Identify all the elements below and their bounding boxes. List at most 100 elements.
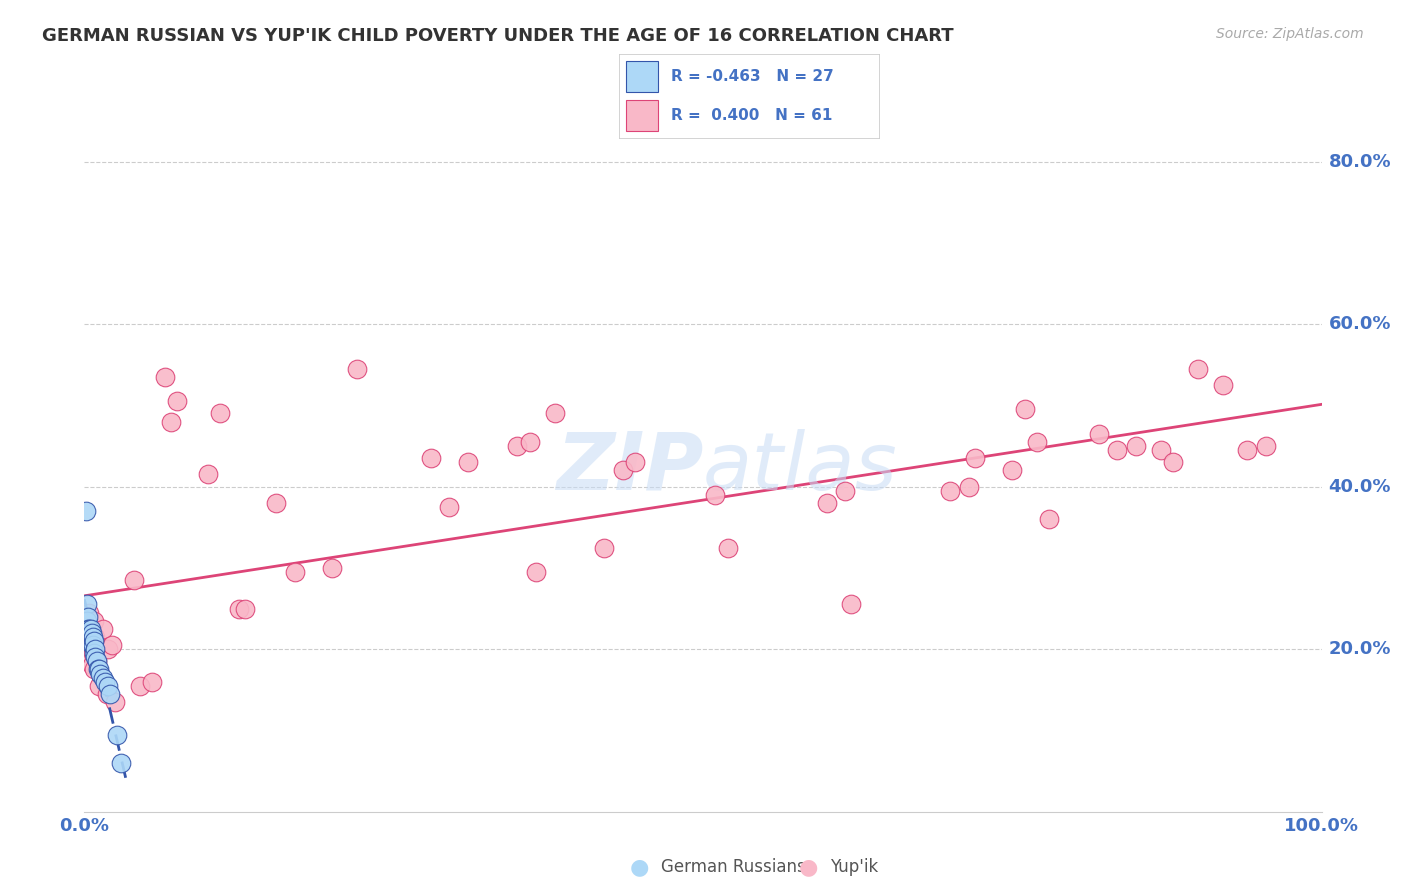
Point [87,663,110,677]
Point [80,658,103,673]
Point [110,756,132,770]
Point [91,622,114,636]
Point [524,565,547,579]
Point [284,565,307,579]
Point [346,361,368,376]
Point [457,455,479,469]
Point [841,598,863,612]
Point [264,496,287,510]
Text: ●: ● [630,857,650,877]
Point [1038,512,1060,526]
Text: R =  0.400   N = 61: R = 0.400 N = 61 [671,108,832,123]
Point [86,654,108,668]
Text: Yup'ik: Yup'ik [830,858,877,876]
Point [519,434,541,449]
Point [419,451,441,466]
Point [197,467,219,482]
Text: 40.0%: 40.0% [1329,477,1391,496]
Point [84,630,107,644]
Point [83,634,105,648]
Point [100,638,122,652]
Text: 20.0%: 20.0% [1329,640,1391,658]
Point [228,601,250,615]
Point [1026,434,1049,449]
Point [76,598,98,612]
Point [834,483,856,498]
Point [84,642,107,657]
Point [97,679,120,693]
Point [939,483,962,498]
Point [1014,402,1036,417]
Point [122,573,145,587]
Point [1254,439,1277,453]
Point [160,415,183,429]
Point [79,622,101,636]
Point [153,370,176,384]
Point [1187,361,1209,376]
Text: ●: ● [799,857,818,877]
FancyBboxPatch shape [627,100,658,130]
Text: Source: ZipAtlas.com: Source: ZipAtlas.com [1216,27,1364,41]
Point [624,455,647,469]
Point [506,439,529,453]
Point [1236,443,1258,458]
Point [704,488,727,502]
Point [83,663,105,677]
Point [129,679,152,693]
Text: 60.0%: 60.0% [1329,315,1391,333]
Point [1161,455,1184,469]
Point [105,727,128,741]
Point [80,638,103,652]
Point [94,674,117,689]
Point [75,504,97,518]
Point [84,650,107,665]
Point [80,626,103,640]
Point [439,500,461,514]
Point [89,679,111,693]
Point [97,642,120,657]
Point [166,394,188,409]
Point [79,622,101,636]
Point [82,630,104,644]
Point [76,614,98,628]
Point [82,638,104,652]
Point [612,463,634,477]
Point [96,687,118,701]
Text: ZIP: ZIP [555,429,703,507]
Point [76,614,98,628]
Point [79,606,101,620]
Text: German Russians: German Russians [661,858,806,876]
Point [82,646,104,660]
Point [815,496,838,510]
Point [1150,443,1173,458]
Point [965,451,987,466]
Point [79,634,101,648]
Text: R = -0.463   N = 27: R = -0.463 N = 27 [671,69,834,84]
Point [1001,463,1024,477]
Point [104,695,127,709]
Point [233,601,256,615]
Point [77,609,100,624]
Text: GERMAN RUSSIAN VS YUP'IK CHILD POVERTY UNDER THE AGE OF 16 CORRELATION CHART: GERMAN RUSSIAN VS YUP'IK CHILD POVERTY U… [42,27,953,45]
Point [91,671,114,685]
Point [79,626,101,640]
Point [89,663,111,677]
Point [1107,443,1129,458]
Point [1125,439,1147,453]
Text: 80.0%: 80.0% [1329,153,1392,170]
Text: atlas: atlas [703,429,898,507]
Point [141,674,163,689]
Point [98,687,121,701]
Point [1212,378,1234,392]
Point [957,480,980,494]
Point [86,654,108,668]
Point [1088,426,1111,441]
Point [89,666,111,681]
FancyBboxPatch shape [627,62,658,92]
Point [593,541,616,555]
Point [321,561,343,575]
Point [77,622,100,636]
Point [717,541,740,555]
Point [83,614,105,628]
Point [83,646,105,660]
